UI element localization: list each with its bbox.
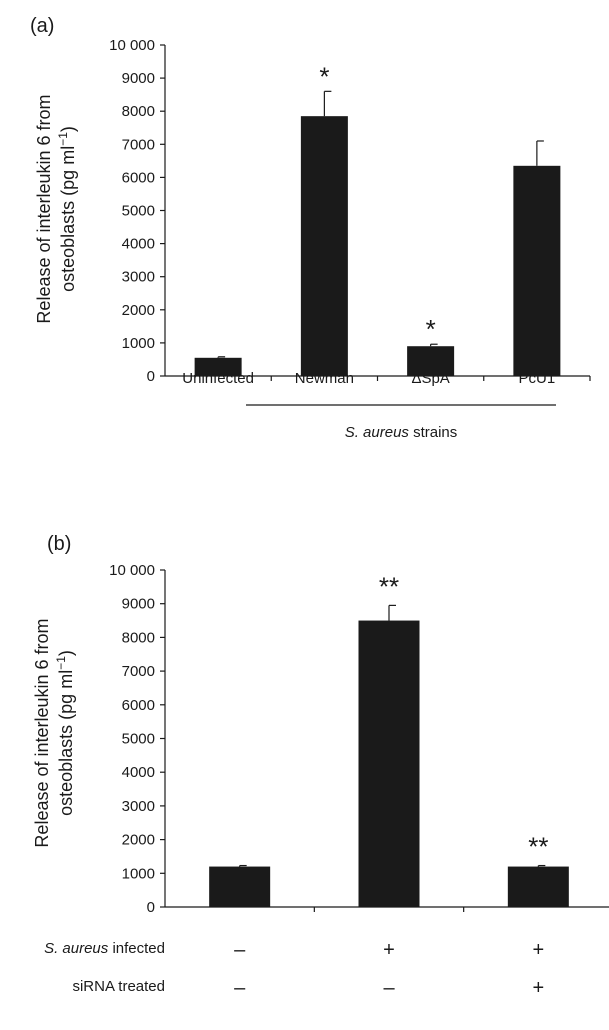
y-tick-label: 1000 [122,335,155,352]
panel-a-group-label: S. aureus strains [345,424,458,441]
y-tick-label: 5000 [122,731,155,748]
bar [513,165,561,376]
significance-marker: ** [379,571,399,601]
sirna-sign: – [234,977,246,999]
sirna-sign: + [532,977,544,999]
y-tick-label: 3000 [122,798,155,815]
y-tick-label: 7000 [122,663,155,680]
y-tick-label: 6000 [122,169,155,186]
panel-a-label: (a) [30,15,54,37]
y-tick-label: 4000 [122,764,155,781]
panel-b-row2-label: siRNA treated [72,978,165,995]
panel-a-ylabel: Release of interleukin 6 from osteoblast… [34,94,78,323]
bar [507,866,569,907]
category-label: Newman [295,370,354,387]
category-label: Uninfected [182,370,254,387]
bar [194,357,242,376]
panel-b-label: (b) [47,533,71,555]
y-tick-label: 10 000 [109,37,155,54]
significance-marker: * [319,61,329,91]
panel-a-plot: 0 1000 2000 3000 4000 5000 6000 7000 8000 9000 10 … [109,37,591,387]
y-tick-label: 3000 [122,269,155,286]
y-tick-label: 8000 [122,629,155,646]
panel-b-plot: 0 1000 2000 3000 4000 5000 6000 7000 8000 9000 10 … [109,562,609,999]
y-tick-label: 10 000 [109,562,155,579]
panel-a-ylabel-line1: Release of interleukin 6 from [34,94,54,323]
sirna-sign: – [383,977,395,999]
y-tick-label: 7000 [122,136,155,153]
y-tick-label: 2000 [122,832,155,849]
panel-b-ylabel-line1: Release of interleukin 6 from [32,618,52,847]
y-tick-label: 0 [147,368,155,385]
bar [209,866,271,907]
y-tick-label: 0 [147,899,155,916]
y-tick-label: 2000 [122,302,155,319]
panel-b-ylabel: Release of interleukin 6 from osteoblast… [32,618,76,847]
y-tick-label: 5000 [122,203,155,220]
category-label: ΔSpA [411,370,449,387]
category-label: PcU1 [519,370,556,387]
infected-sign: + [532,939,544,961]
panel-b-ylabel-line2: osteoblasts (pg ml−1) [54,650,76,816]
bar [358,620,420,907]
y-tick-label: 9000 [122,596,155,613]
significance-marker: ** [528,832,548,862]
bar [300,116,348,376]
bar [407,346,455,376]
y-tick-label: 4000 [122,236,155,253]
significance-marker: * [426,314,436,344]
y-tick-label: 8000 [122,103,155,120]
y-tick-label: 6000 [122,697,155,714]
y-tick-label: 1000 [122,865,155,882]
y-tick-label: 9000 [122,70,155,87]
panel-a-ylabel-line2: osteoblasts (pg ml−1) [56,126,78,292]
infected-sign: + [383,939,395,961]
panel-b-row1-label: S. aureus infected [44,940,165,957]
infected-sign: – [234,939,246,961]
